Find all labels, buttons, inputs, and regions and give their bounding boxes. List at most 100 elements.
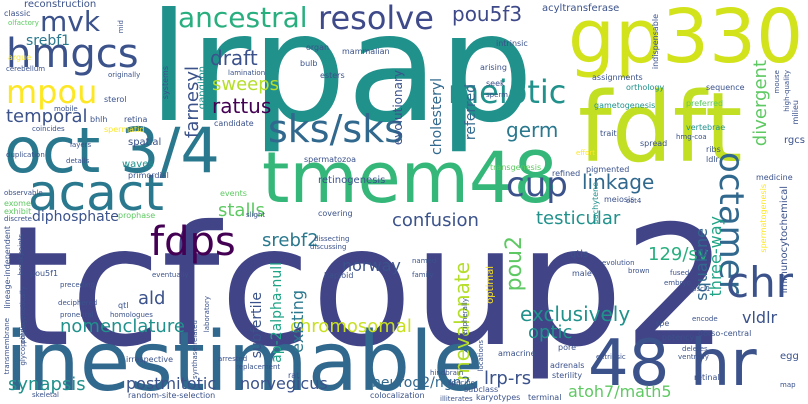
word-spermatogenesis: spermatogenesis: [759, 184, 768, 253]
word-temporal: temporal: [6, 106, 88, 127]
word-karyotypes: karyotypes: [476, 393, 521, 402]
word-reconstruction: reconstruction: [24, 0, 97, 10]
word-vertebrae: vertebrae: [686, 123, 726, 132]
word-fused: fused: [670, 269, 690, 277]
word-oct34: oct 3/4: [4, 114, 220, 187]
word-adrenals: adrenals: [550, 361, 585, 370]
word-bulb: bulb: [300, 59, 318, 68]
word-mid: mid: [117, 20, 125, 34]
word-cerebellum: cerebellum: [6, 65, 46, 73]
word-haploid: haploid: [324, 271, 354, 280]
word-seek: seek: [486, 79, 505, 88]
word-eventually: eventually: [152, 271, 189, 279]
word-covering: covering: [318, 209, 353, 218]
word-vldlr: vldlr: [742, 308, 778, 327]
word-sperm: sperm: [486, 91, 508, 99]
word-exclusively: exclusively: [520, 302, 631, 326]
word-postmitotic: postmitotic: [126, 374, 217, 393]
word-systems: systems: [161, 66, 170, 100]
word-sterol: sterol: [104, 95, 127, 104]
word-diphosphate: diphosphate: [32, 209, 119, 225]
word-linkage: linkage: [582, 170, 655, 194]
word-random-site-selection: random-site-selection: [128, 391, 216, 400]
word-resolve: resolve: [318, 0, 434, 37]
word-evolution: evolution: [602, 259, 635, 267]
word-extrinsic: extrinsic: [596, 353, 626, 361]
word-meiosis: meiosis: [604, 195, 635, 204]
word-meiotic: meiotic: [448, 73, 567, 111]
word-rpe: rpe: [656, 319, 670, 328]
word-waves: waves: [122, 159, 154, 170]
word-pou2: pou2: [502, 236, 527, 292]
word-ventrally: ventrally: [678, 353, 709, 361]
word-optic: optic: [528, 322, 573, 343]
word-slight: slight: [246, 211, 266, 219]
word-laboratory: laboratory: [203, 296, 211, 333]
word-norway: norway: [342, 256, 401, 275]
word-lrpap: lrpap: [148, 0, 534, 156]
word-ancestral: ancestral: [178, 1, 308, 34]
word-cholesteryl: cholesteryl: [429, 78, 445, 155]
word-classic: classic: [4, 9, 31, 18]
word-milieu: milieu: [791, 100, 800, 125]
word-divergent: divergent: [750, 60, 771, 147]
word-specific: specific: [448, 379, 475, 387]
word-observable: observable: [4, 189, 43, 197]
word-lineage-independent: lineage-independent: [3, 226, 12, 309]
word-peripherally: peripherally: [461, 298, 469, 340]
word-129sv: 129/sv: [648, 244, 709, 265]
word-hmg-coa: hmg-coa: [676, 133, 707, 141]
word-argue: argue: [8, 53, 32, 62]
word-brown: brown: [628, 267, 650, 275]
word-ldlr: ldlr: [706, 155, 719, 164]
word-exhibit: exhibit: [4, 207, 32, 216]
word-octamer: octamer: [711, 152, 751, 294]
word-referred: referred: [463, 84, 479, 141]
word-irrespective: irrespective: [126, 355, 173, 364]
word-hindbrain: hindbrain: [430, 369, 464, 377]
word-coincides: coincides: [32, 125, 65, 133]
word-existing: existing: [288, 290, 307, 353]
word-colocalization: colocalization: [370, 391, 425, 400]
word-spermatid: spermatid: [104, 125, 145, 134]
word-mobile: mobile: [54, 105, 78, 113]
word-optimal: optimal: [485, 266, 496, 304]
word-medicine: medicine: [756, 173, 793, 182]
word-skeletal: skeletal: [32, 391, 59, 399]
word-named: named: [412, 257, 437, 265]
word-qtl: qtl: [118, 301, 129, 310]
word-retina: retina: [124, 115, 148, 124]
word-indispensable: indispensable: [651, 14, 660, 70]
word-tcfcoup2: tcfcoup2: [5, 191, 729, 384]
word-mammalian: mammalian: [342, 47, 390, 56]
word-atoh7-math5: atoh7/math5: [568, 382, 672, 401]
word-mpou: mpou: [6, 73, 98, 111]
word-acact: acact: [28, 164, 164, 222]
word-discussing: discussing: [310, 243, 347, 251]
word-deciphered: deciphered: [58, 299, 98, 307]
word-pscl1: pscl1: [692, 285, 711, 293]
word-ribs: ribs: [706, 145, 721, 154]
word-male: male: [572, 269, 592, 278]
word-exome: exome: [4, 199, 31, 208]
word-refined: refined: [552, 169, 581, 178]
word-subclass: subclass: [464, 385, 499, 394]
word-testicular: testicular: [536, 208, 621, 229]
word-retinal: retinal: [694, 373, 720, 382]
word-locations: locations: [477, 340, 485, 372]
word-candidate: candidate: [214, 119, 254, 128]
word-encode: encode: [692, 315, 718, 323]
word-hmgcs: hmgcs: [6, 31, 139, 77]
word-nomenclature: nomenclature: [60, 316, 185, 337]
word-orthology: orthology: [626, 83, 665, 92]
word-transgenesis: transgenesis: [490, 163, 542, 172]
word-dissecting: dissecting: [314, 235, 350, 243]
word-duplication: duplication: [6, 151, 45, 159]
word-proneural: proneural: [60, 311, 94, 319]
word-srebf2: srebf2: [262, 230, 319, 251]
word-ald: ald: [138, 288, 166, 309]
word-family: family: [412, 271, 434, 279]
word-details: details: [66, 157, 90, 165]
word-discrete: discrete: [4, 215, 32, 223]
